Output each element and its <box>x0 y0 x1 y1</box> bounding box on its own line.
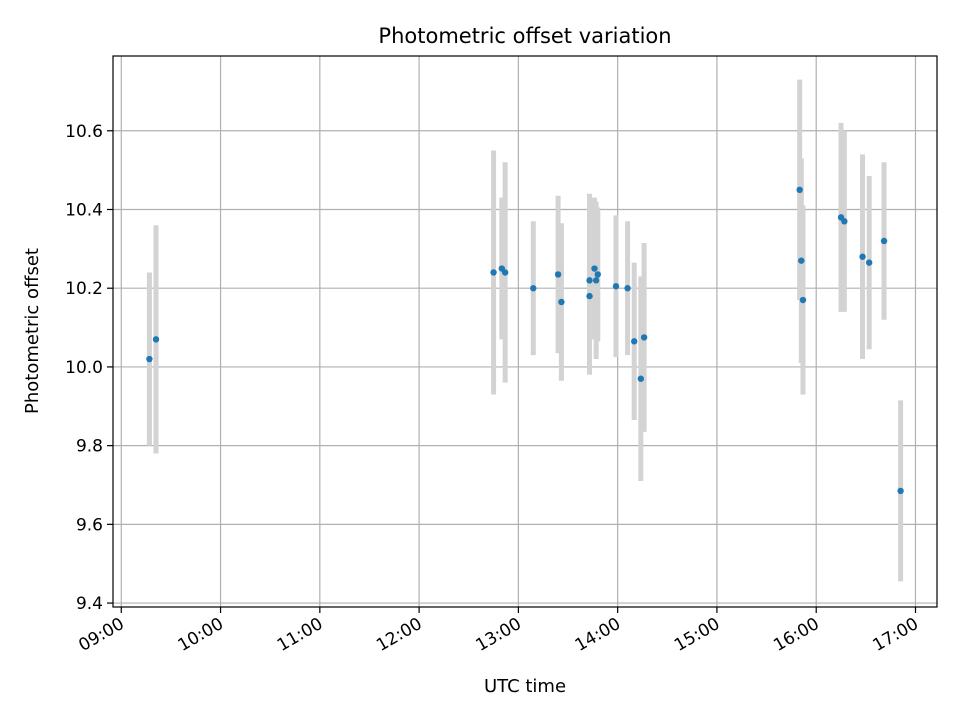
data-point <box>530 285 537 292</box>
data-point <box>591 265 598 272</box>
y-tick-label: 10.4 <box>65 200 103 220</box>
data-point <box>501 269 509 276</box>
data-point <box>798 257 805 264</box>
x-tick-label: 10:00 <box>175 614 227 656</box>
data-point <box>637 375 645 382</box>
x-tick-label: 15:00 <box>671 614 723 656</box>
data-point <box>152 336 160 343</box>
y-tick-label: 10.0 <box>65 358 103 378</box>
y-tick-label: 9.6 <box>76 515 103 535</box>
x-tick-label: 09:00 <box>75 614 127 656</box>
data-points <box>146 186 904 495</box>
data-point <box>586 277 593 284</box>
data-point <box>640 334 648 341</box>
data-point <box>859 253 866 260</box>
plot-frame <box>112 55 938 608</box>
x-axis: 09:00 10:00 11:00 12:00 13:00 14:00 15:00 16:00… <box>75 607 922 656</box>
x-tick-label: 11:00 <box>274 614 326 656</box>
data-point <box>624 285 631 292</box>
data-point <box>865 259 873 266</box>
x-tick-label: 14:00 <box>572 614 624 656</box>
y-axis-label: Photometric offset <box>22 248 43 414</box>
y-tick-label: 9.8 <box>76 437 103 457</box>
data-point <box>490 269 497 276</box>
data-point <box>880 237 888 245</box>
x-tick-label: 17:00 <box>870 614 922 656</box>
data-point <box>554 271 562 278</box>
data-point <box>799 296 807 304</box>
y-tick-label: 10.6 <box>65 122 103 142</box>
data-point <box>897 487 904 495</box>
data-point <box>558 298 565 306</box>
data-point <box>146 355 153 363</box>
data-point <box>612 283 620 290</box>
x-tick-label: 16:00 <box>770 614 822 656</box>
data-point <box>586 292 593 300</box>
grid <box>113 56 937 607</box>
y-axis: 9.4 9.6 9.8 10.0 10.2 10.4 10.6 <box>65 122 113 614</box>
y-tick-label: 10.2 <box>65 279 103 299</box>
error-bars <box>146 79 904 582</box>
data-point <box>594 271 602 278</box>
data-point <box>841 218 848 225</box>
data-point <box>631 338 638 345</box>
x-tick-label: 13:00 <box>472 614 524 656</box>
x-tick-label: 12:00 <box>373 614 425 656</box>
chart-title: Photometric offset variation <box>378 24 671 48</box>
data-point <box>592 277 600 284</box>
y-tick-label: 9.4 <box>76 594 103 614</box>
x-axis-label: UTC time <box>484 676 566 697</box>
data-point <box>796 186 803 194</box>
